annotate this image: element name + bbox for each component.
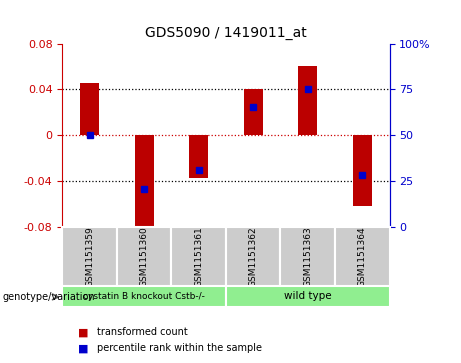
Text: percentile rank within the sample: percentile rank within the sample — [97, 343, 262, 354]
Bar — [189, 135, 208, 178]
Text: transformed count: transformed count — [97, 327, 188, 337]
Bar — [135, 135, 154, 233]
Bar — [117, 227, 171, 287]
Bar — [62, 227, 117, 287]
Bar — [335, 227, 390, 287]
Bar — [298, 66, 317, 135]
Title: GDS5090 / 1419011_at: GDS5090 / 1419011_at — [145, 26, 307, 40]
Bar — [171, 227, 226, 287]
Text: GSM1151359: GSM1151359 — [85, 227, 94, 287]
Bar — [226, 227, 280, 287]
Text: GSM1151361: GSM1151361 — [194, 227, 203, 287]
Bar — [280, 227, 335, 287]
Text: genotype/variation: genotype/variation — [2, 292, 95, 302]
Text: GSM1151363: GSM1151363 — [303, 227, 312, 287]
Text: GSM1151362: GSM1151362 — [248, 227, 258, 287]
Bar — [243, 89, 263, 135]
Text: ■: ■ — [78, 343, 89, 354]
Text: wild type: wild type — [284, 291, 331, 301]
Bar — [226, 286, 390, 307]
Text: GSM1151360: GSM1151360 — [140, 227, 148, 287]
Text: cystatin B knockout Cstb-/-: cystatin B knockout Cstb-/- — [83, 292, 205, 301]
Text: ■: ■ — [78, 327, 89, 337]
Bar — [62, 286, 226, 307]
Text: GSM1151364: GSM1151364 — [358, 227, 367, 287]
Bar — [80, 82, 99, 135]
Bar — [353, 135, 372, 206]
